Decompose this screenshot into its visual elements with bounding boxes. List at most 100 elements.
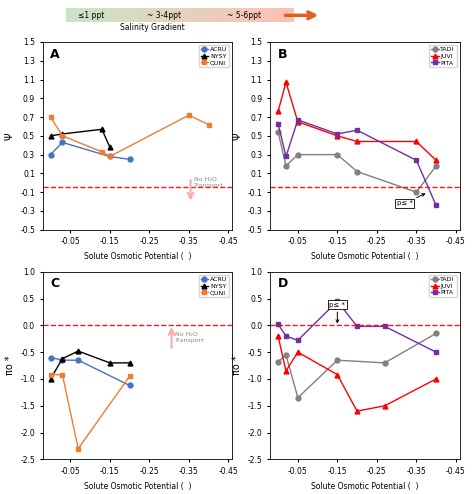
Bar	[206, 8, 208, 22]
Bar	[140, 8, 141, 22]
JUVI	[354, 408, 360, 414]
Bar	[278, 8, 279, 22]
Bar	[215, 8, 217, 22]
Bar	[249, 8, 251, 22]
Bar	[71, 8, 72, 22]
Text: A: A	[50, 47, 60, 61]
X-axis label: Solute Osmotic Potential (  ): Solute Osmotic Potential ( )	[311, 482, 419, 491]
NYSY	[107, 144, 113, 150]
Bar	[100, 8, 101, 22]
Bar	[196, 8, 197, 22]
Bar	[186, 8, 187, 22]
Bar	[177, 8, 178, 22]
Bar	[88, 8, 89, 22]
JUVI	[295, 349, 301, 355]
Legend: TADI, JUVI, PITA: TADI, JUVI, PITA	[429, 275, 456, 297]
Line: JUVI: JUVI	[276, 80, 438, 163]
Bar	[213, 8, 214, 22]
TADI	[275, 129, 281, 135]
Bar	[195, 8, 196, 22]
Bar	[209, 8, 210, 22]
Bar	[138, 8, 139, 22]
Bar	[262, 8, 263, 22]
Bar	[172, 8, 173, 22]
QUNI	[48, 371, 54, 377]
X-axis label: Solute Osmotic Potential (  ): Solute Osmotic Potential ( )	[311, 252, 419, 261]
Bar	[96, 8, 97, 22]
Bar	[212, 8, 213, 22]
TADI	[283, 163, 289, 169]
PITA	[382, 324, 388, 329]
Bar	[147, 8, 148, 22]
Bar	[91, 8, 92, 22]
Bar	[192, 8, 194, 22]
Bar	[165, 8, 166, 22]
Bar	[98, 8, 100, 22]
Bar	[200, 8, 201, 22]
Bar	[72, 8, 73, 22]
Bar	[113, 8, 114, 22]
QUNI	[75, 446, 81, 452]
Bar	[247, 8, 248, 22]
Bar	[285, 8, 286, 22]
Bar	[286, 8, 287, 22]
Line: QUNI: QUNI	[48, 372, 132, 451]
Bar	[274, 8, 276, 22]
NYSY	[75, 348, 81, 354]
Bar	[101, 8, 103, 22]
Bar	[89, 8, 90, 22]
Bar	[118, 8, 120, 22]
NYSY	[107, 360, 113, 366]
Line: NYSY: NYSY	[48, 127, 112, 150]
Bar	[106, 8, 107, 22]
Bar	[83, 8, 84, 22]
Bar	[222, 8, 223, 22]
Bar	[197, 8, 198, 22]
Bar	[237, 8, 238, 22]
Bar	[163, 8, 164, 22]
Bar	[154, 8, 155, 22]
JUVI	[275, 109, 281, 115]
Bar	[260, 8, 261, 22]
Bar	[269, 8, 270, 22]
JUVI	[295, 119, 301, 125]
Bar	[67, 8, 69, 22]
Legend: ACRU, NYSY, QUNI: ACRU, NYSY, QUNI	[199, 275, 229, 297]
Bar	[240, 8, 242, 22]
Bar	[105, 8, 106, 22]
Bar	[70, 8, 71, 22]
Bar	[204, 8, 205, 22]
Bar	[127, 8, 128, 22]
Bar	[157, 8, 158, 22]
PITA	[295, 117, 301, 123]
Bar	[244, 8, 245, 22]
Bar	[123, 8, 124, 22]
Bar	[86, 8, 87, 22]
Bar	[81, 8, 82, 22]
TADI	[335, 152, 340, 158]
Bar	[130, 8, 131, 22]
Bar	[187, 8, 188, 22]
PITA	[275, 121, 281, 126]
Bar	[137, 8, 138, 22]
QUNI	[99, 149, 105, 155]
Bar	[189, 8, 191, 22]
Bar	[265, 8, 266, 22]
Bar	[277, 8, 278, 22]
ACRU	[127, 382, 132, 388]
PITA	[335, 298, 340, 304]
Bar	[158, 8, 160, 22]
Bar	[188, 8, 189, 22]
Bar	[120, 8, 121, 22]
QUNI	[60, 371, 65, 377]
Bar	[143, 8, 144, 22]
Bar	[152, 8, 153, 22]
Bar	[144, 8, 145, 22]
Bar	[103, 8, 104, 22]
Text: No H₂O
Transport: No H₂O Transport	[175, 332, 205, 343]
Bar	[66, 8, 67, 22]
TADI	[354, 168, 360, 174]
Line: PITA: PITA	[276, 299, 438, 355]
Bar	[218, 8, 219, 22]
JUVI	[283, 368, 289, 374]
